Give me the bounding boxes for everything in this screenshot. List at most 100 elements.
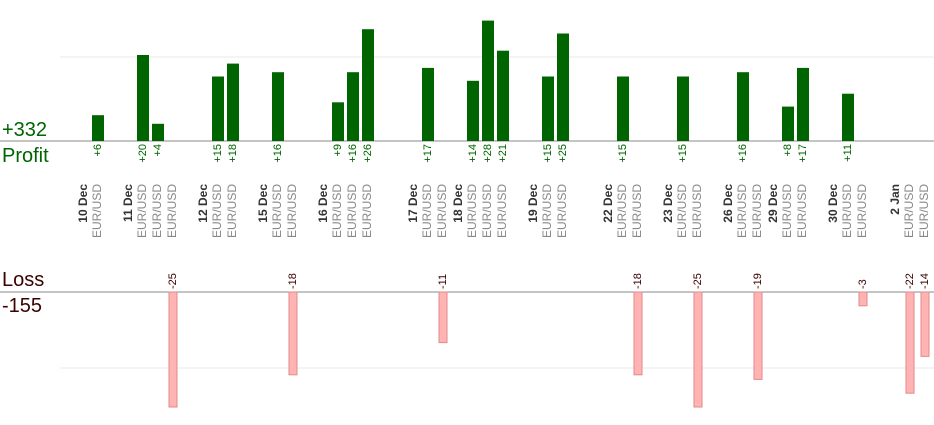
profit-value-label: +20 [137,144,149,163]
profit-bar [542,76,554,141]
profit-bar [332,102,344,141]
loss-label: Loss [2,269,45,291]
pair-label: EUR/USD [902,184,916,238]
loss-value-label: -11 [437,274,449,289]
profit-bar [497,50,509,142]
pair-label: EUR/USD [840,184,854,238]
pair-label: EUR/USD [540,184,554,238]
profit-bar [842,93,854,141]
profit-total: +332 [2,119,48,141]
pair-label: EUR/USD [675,184,689,238]
pair-label: EUR/USD [270,184,284,238]
profit-bar [347,72,359,141]
pair-label: EUR/USD [780,184,794,238]
profit-value-label: +17 [797,144,809,163]
pair-label: EUR/USD [615,184,629,238]
profit-value-label: +21 [497,144,509,163]
loss-bar [693,291,703,408]
pair-label: EUR/USD [135,184,149,238]
profit-value-label: +18 [227,144,239,163]
date-label: 29 Dec [766,184,780,223]
loss-bar [753,291,763,380]
loss-total: -155 [2,295,43,317]
loss-value-label: -18 [287,273,299,289]
loss-value-label: -14 [919,273,931,289]
loss-value-label: -22 [904,273,916,289]
pair-label: EUR/USD [750,184,764,238]
profit-value-label: +16 [737,144,749,163]
date-label: 11 Dec [121,184,135,222]
profit-bar [617,76,629,141]
pair-label: EUR/USD [630,184,644,238]
pair-label: EUR/USD [225,184,239,238]
profit-bar [782,106,794,141]
pair-label: EUR/USD [360,184,374,238]
profit-bar [482,20,494,142]
profit-value-label: +15 [677,144,689,163]
loss-value-label: -3 [857,279,869,289]
profit-bar [137,55,149,141]
profit-value-label: +16 [347,144,359,163]
pair-label: EUR/USD [465,184,479,238]
pair-label: EUR/USD [90,184,104,238]
profit-value-label: +15 [212,144,224,163]
profit-value-label: +26 [362,144,374,163]
profit-value-label: +28 [482,144,494,163]
profit-bar [152,123,164,141]
profit-bar [557,33,569,141]
profit-value-label: +16 [272,144,284,163]
loss-bar [168,291,178,408]
pair-label: EUR/USD [495,184,509,238]
pair-label: EUR/USD [435,184,449,238]
date-label: 19 Dec [526,184,540,223]
profit-bar [797,67,809,141]
profit-value-label: +4 [152,144,164,157]
pair-label: EUR/USD [795,184,809,238]
loss-bar [288,291,298,376]
date-label: 10 Dec [76,184,90,223]
profit-bar [362,29,374,142]
date-label: 12 Dec [196,184,210,223]
profit-value-label: +15 [617,144,629,163]
pair-label: EUR/USD [285,184,299,238]
date-label: 26 Dec [721,184,735,223]
profit-bar [422,67,434,141]
profit-bar [467,80,479,141]
loss-bar [633,291,643,376]
profit-bar [737,72,749,141]
pair-label: EUR/USD [555,184,569,238]
loss-value-label: -25 [692,273,704,289]
pair-label: EUR/USD [735,184,749,238]
pair-label: EUR/USD [420,184,434,238]
profit-value-label: +17 [422,144,434,163]
profit-value-label: +14 [467,144,479,163]
profit-value-label: +25 [557,144,569,163]
profit-value-label: +11 [842,144,854,162]
date-label: 17 Dec [406,184,420,223]
loss-value-label: -25 [167,273,179,289]
date-label: 30 Dec [826,184,840,223]
date-label: 23 Dec [661,184,675,223]
date-label: 15 Dec [256,184,270,223]
profit-label: Profit [2,145,49,167]
profit-bar [212,76,224,141]
pair-label: EUR/USD [165,184,179,238]
profit-value-label: +15 [542,144,554,163]
date-label: 22 Dec [601,184,615,223]
profit-value-label: +8 [782,144,794,157]
loss-bar [920,291,930,357]
pair-label: EUR/USD [210,184,224,238]
profit-bar [227,63,239,141]
loss-bar [438,291,448,344]
pair-label: EUR/USD [480,184,494,238]
date-label: 2 Jan [888,184,902,215]
loss-value-label: -18 [632,273,644,289]
pair-label: EUR/USD [690,184,704,238]
loss-value-label: -19 [752,273,764,289]
profit-bar [272,72,284,141]
pair-label: EUR/USD [330,184,344,238]
profit-value-label: +6 [92,144,104,157]
profit-bar [677,76,689,141]
